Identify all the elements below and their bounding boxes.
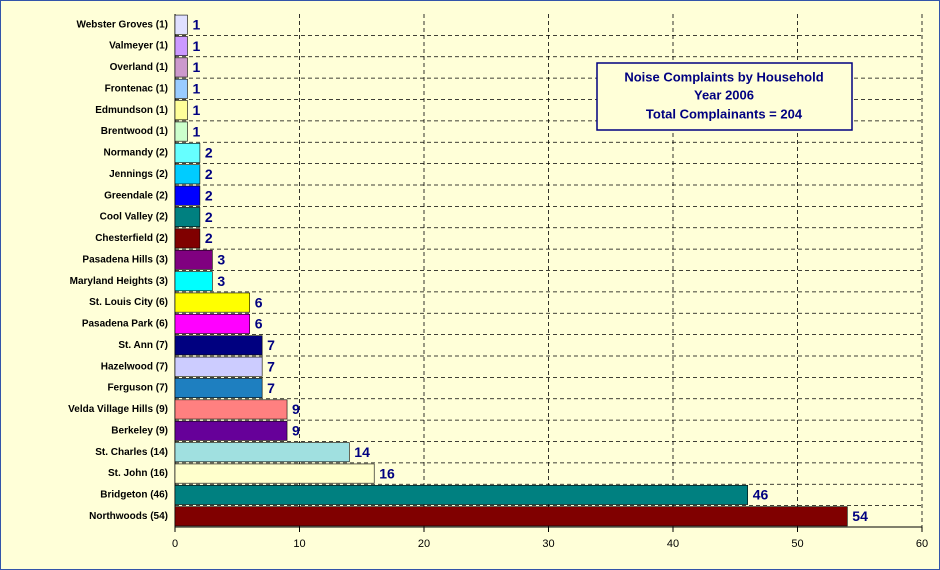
y-tick-label: Overland (1) (110, 62, 168, 73)
chart-title: Noise Complaints by Household (624, 69, 823, 84)
annotation: Total Complainants = 204 (646, 106, 803, 121)
data-label: 2 (205, 145, 213, 161)
y-tick-label: Normandy (2) (104, 148, 168, 159)
bar (174, 57, 188, 78)
data-label: 9 (292, 401, 300, 417)
y-tick-label: Cool Valley (2) (100, 212, 168, 223)
y-tick-label: Ferguson (7) (107, 383, 168, 394)
y-tick-label: St. John (16) (108, 468, 168, 479)
bar (174, 121, 188, 142)
x-tick-label: 30 (542, 538, 554, 550)
y-tick-label: Webster Groves (1) (76, 19, 168, 30)
bar (174, 420, 288, 441)
data-label: 1 (192, 16, 200, 32)
x-tick-label: 50 (791, 538, 803, 550)
data-label: 3 (217, 252, 225, 268)
data-label: 54 (852, 508, 868, 524)
data-label: 2 (205, 166, 213, 182)
data-label: 2 (205, 187, 213, 203)
bar (174, 506, 848, 527)
bar (174, 14, 188, 35)
y-tick-label: St. Ann (7) (118, 340, 168, 351)
y-tick-label: Pasadena Hills (3) (82, 254, 168, 265)
bar (174, 292, 250, 313)
data-label: 7 (267, 337, 275, 353)
bar (174, 463, 375, 484)
bar (174, 356, 263, 377)
data-label: 1 (192, 102, 200, 118)
y-tick-label: Maryland Heights (3) (70, 276, 168, 287)
bar (174, 164, 201, 185)
data-label: 14 (354, 444, 370, 460)
y-tick-label: Berkeley (9) (111, 425, 168, 436)
bar (174, 100, 188, 121)
data-label: 1 (192, 81, 200, 97)
annotation-box (596, 62, 853, 131)
data-label: 3 (217, 273, 225, 289)
bar (174, 271, 213, 292)
data-label: 1 (192, 59, 200, 75)
y-tick-label: Velda Village Hills (9) (68, 404, 168, 415)
y-tick-label: Brentwood (1) (101, 126, 168, 137)
data-label: 2 (205, 209, 213, 225)
bar (174, 185, 201, 206)
data-label: 7 (267, 380, 275, 396)
bar (174, 207, 201, 227)
y-tick-label: Bridgeton (46) (100, 490, 168, 501)
bar (174, 78, 188, 99)
data-label: 1 (192, 123, 200, 139)
y-tick-label: Jennings (2) (109, 169, 168, 180)
bar (174, 314, 250, 334)
bar (174, 335, 263, 356)
bar (174, 442, 350, 463)
data-label: 6 (255, 294, 263, 310)
chart-subtitle: Year 2006 (694, 87, 754, 102)
y-tick-label: Frontenac (1) (105, 83, 168, 94)
y-tick-label: Northwoods (54) (89, 511, 168, 522)
y-tick-label: Valmeyer (1) (109, 41, 168, 52)
bar (174, 485, 749, 505)
bar (174, 228, 201, 249)
data-label: 46 (753, 487, 769, 503)
y-tick-label: Pasadena Park (6) (82, 319, 168, 330)
y-tick-label: Hazelwood (7) (101, 361, 168, 372)
y-tick-label: Chesterfield (2) (95, 233, 168, 244)
x-tick-label: 40 (667, 538, 679, 550)
bar (174, 399, 288, 420)
data-label: 16 (379, 465, 395, 481)
x-tick-label: 0 (172, 538, 178, 550)
data-label: 9 (292, 423, 300, 439)
data-label: 1 (192, 38, 200, 54)
bar (174, 143, 201, 163)
bar (174, 36, 188, 56)
data-label: 7 (267, 358, 275, 374)
y-tick-label: St. Charles (14) (95, 447, 168, 458)
y-tick-label: Edmundson (1) (95, 105, 168, 116)
data-label: 6 (255, 316, 263, 332)
data-label: 2 (205, 230, 213, 246)
y-tick-label: St. Louis City (6) (89, 297, 168, 308)
bar (174, 378, 263, 398)
x-tick-label: 20 (418, 538, 430, 550)
x-tick-label: 10 (293, 538, 305, 550)
y-tick-label: Greendale (2) (104, 190, 168, 201)
bar (174, 249, 213, 270)
x-tick-label: 60 (916, 538, 928, 550)
